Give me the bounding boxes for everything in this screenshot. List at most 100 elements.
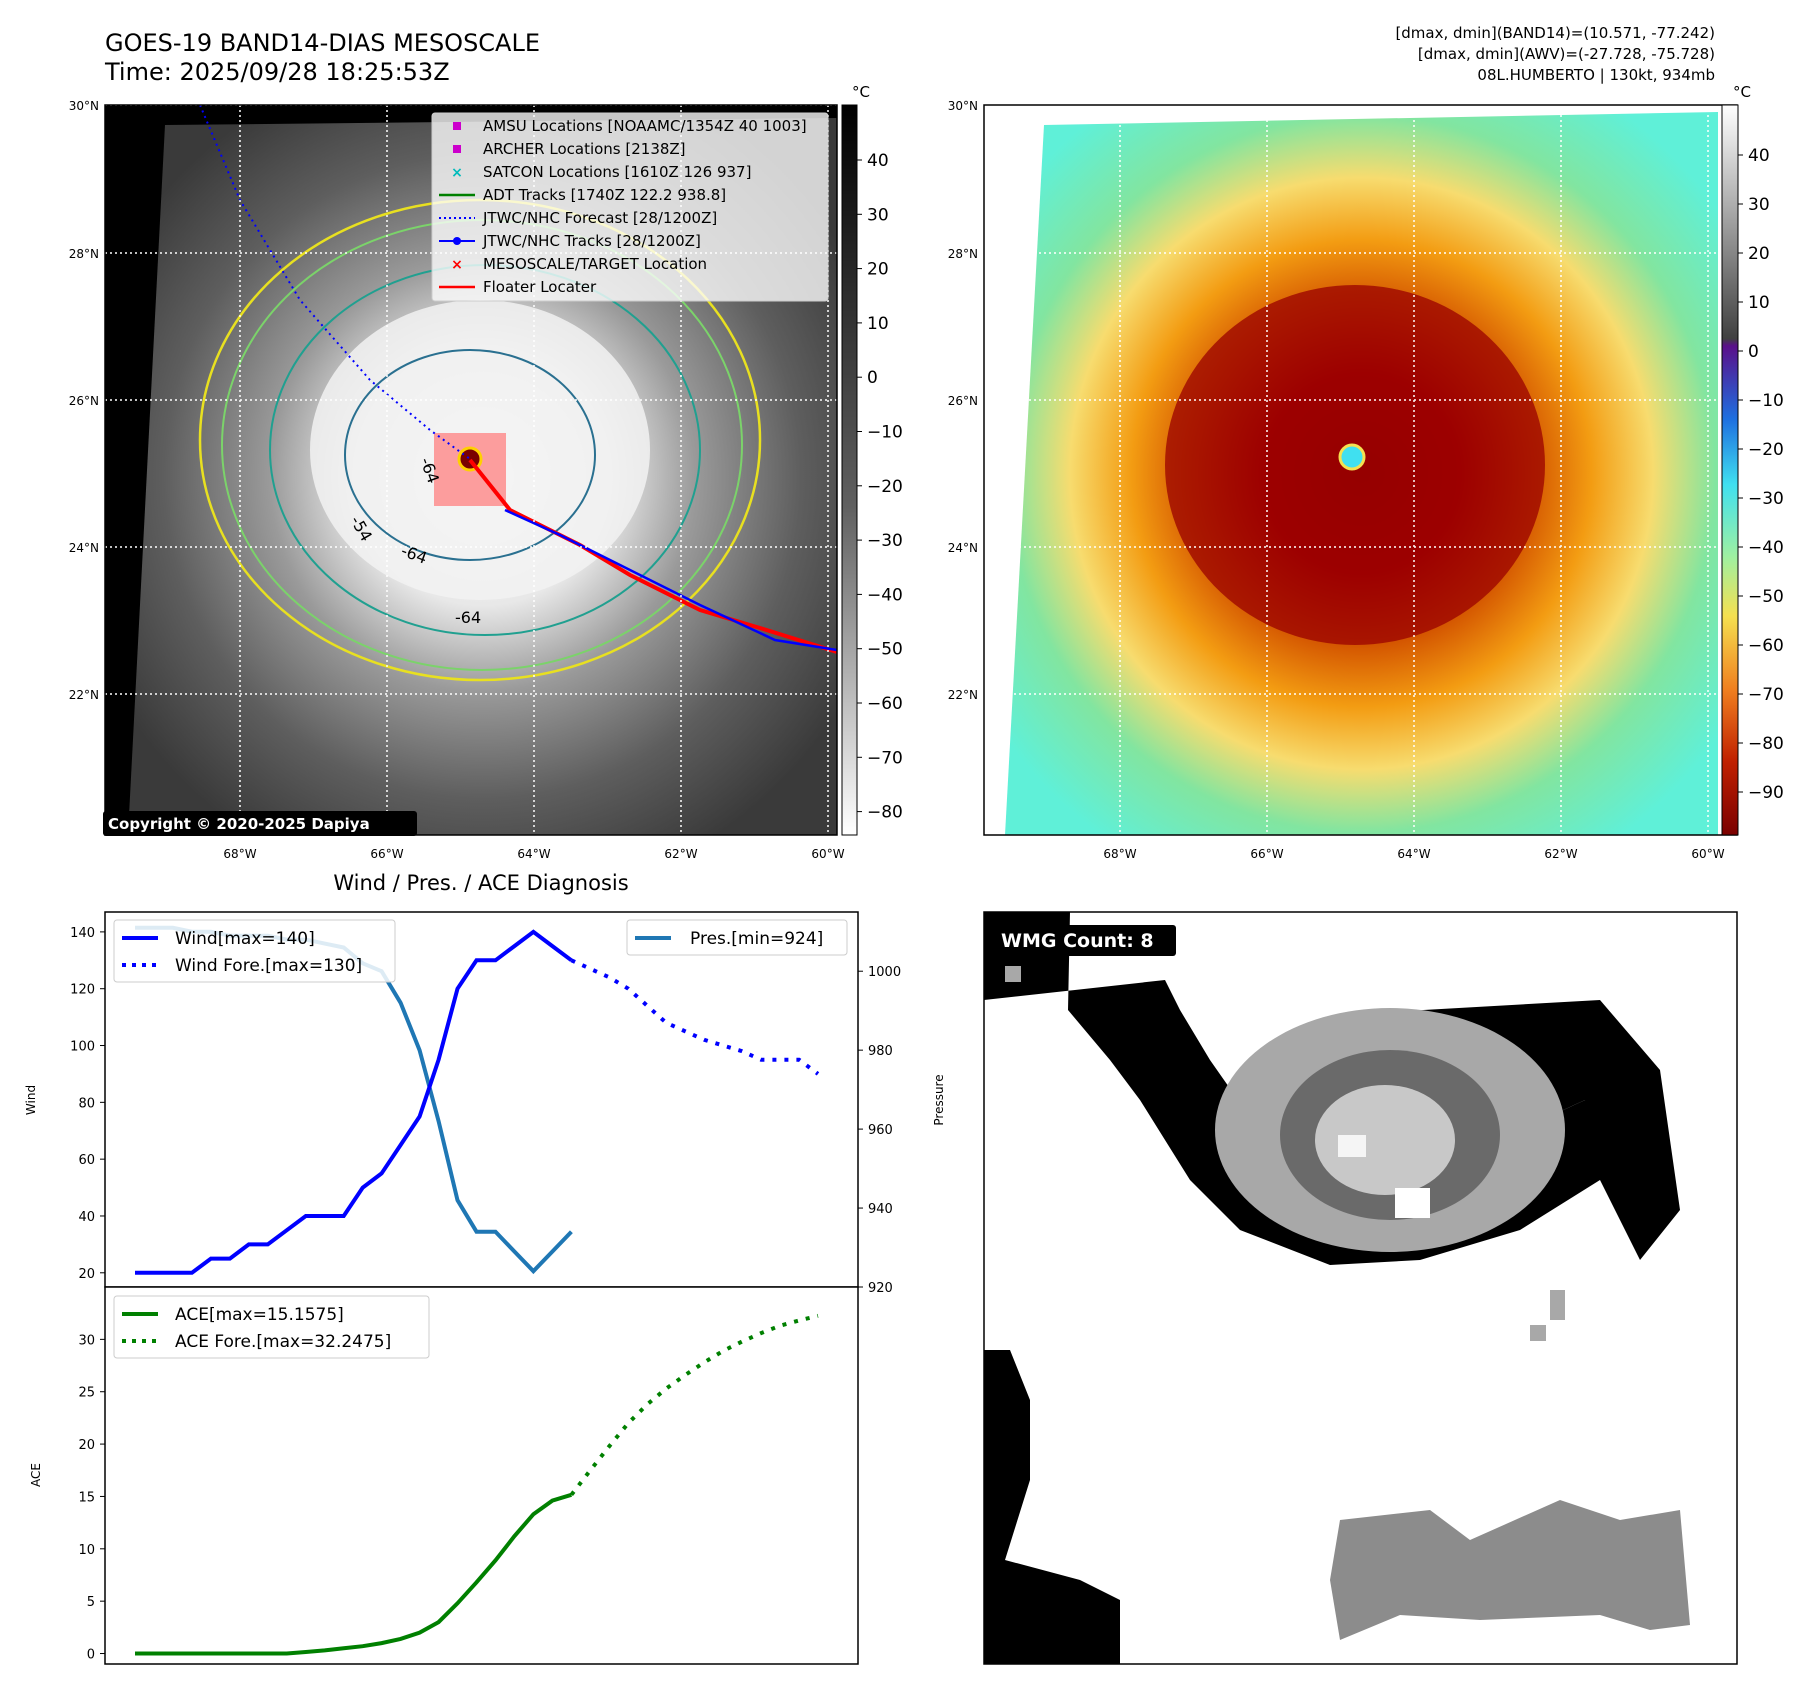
colorbar-tick-label: −50 — [867, 640, 903, 660]
wind-line — [135, 929, 573, 1275]
colorbar-tick-label: −90 — [1748, 783, 1784, 803]
awv-colorbar-unit: °C — [1733, 83, 1751, 101]
wmg-eye-cell — [1338, 1135, 1366, 1157]
legend-label: JTWC/NHC Tracks [28/1200Z] — [482, 232, 701, 250]
jtwc-forecast-track — [199, 105, 471, 460]
lon-tick-label: 66°W — [1250, 847, 1283, 861]
diagnosis-title: Wind / Pres. / ACE Diagnosis — [333, 871, 628, 895]
contour-inner — [344, 349, 596, 561]
colorbar-tick-label: −70 — [1748, 685, 1784, 705]
map-gridlines-right — [984, 105, 1737, 835]
wmg-eye-cell — [1395, 1188, 1430, 1218]
colorbar-tick-label: −60 — [1748, 636, 1784, 656]
awv-colorbar-ticks: 40 30 20 10 0 −10 −20 −30 −40 −50 −60 −70 −80 −90 — [1738, 146, 1784, 803]
ace-axis-tick-label: 30 — [78, 1333, 95, 1348]
wind-forecast-line — [570, 958, 820, 1076]
lat-tick-label: 24°N — [948, 541, 978, 555]
awv-eye — [1338, 443, 1366, 471]
legend-label: ARCHER Locations [2138Z] — [483, 140, 686, 158]
wind-axis-tick-label: 20 — [78, 1267, 95, 1282]
legend-marker — [453, 145, 461, 153]
lat-tick-label: 22°N — [69, 688, 99, 702]
legend-label: MESOSCALE/TARGET Location — [483, 255, 707, 273]
ace-axis-tick-label: 15 — [78, 1490, 95, 1505]
lat-tick-label: 26°N — [69, 394, 99, 408]
colorbar-tick-label: −70 — [867, 748, 903, 768]
legend-label: Floater Locater — [483, 278, 597, 296]
lat-tick-label: 30°N — [69, 99, 99, 113]
jtwc-track — [504, 508, 837, 652]
colorbar-tick-label: 0 — [1748, 342, 1759, 362]
legend-label: AMSU Locations [NOAAMC/1354Z 40 1003] — [483, 117, 807, 135]
floater-track — [468, 458, 837, 654]
lat-tick-label: 26°N — [948, 394, 978, 408]
colorbar-tick-label: −80 — [1748, 734, 1784, 754]
wmg-cell — [1550, 1290, 1565, 1320]
legend-label: ADT Tracks [1740Z 122.2 938.8] — [483, 186, 726, 204]
lat-tick-label: 24°N — [69, 541, 99, 555]
lat-tick-label: 28°N — [69, 247, 99, 261]
wind-axis-tick-label: 100 — [70, 1040, 95, 1055]
lon-tick-label: 68°W — [1103, 847, 1136, 861]
colorbar-tick-label: 40 — [1748, 146, 1770, 166]
legend-marker: × — [451, 165, 463, 181]
lat-tick-label: 28°N — [948, 247, 978, 261]
awv-map — [983, 104, 1738, 836]
ace-chart: 0 5 10 15 20 25 30 ACE ACE[max=15.1575] ACE Fore.… — [29, 1286, 859, 1665]
copyright-text: Copyright © 2020-2025 Dapiya — [108, 815, 370, 833]
contour-label: -64 — [455, 608, 481, 627]
wmg-count-label: WMG Count: 8 — [1001, 930, 1154, 952]
legend-marker-dot — [453, 237, 461, 245]
ace-legend-label: ACE[max=15.1575] — [175, 1305, 344, 1325]
colorbar-tick-label: 10 — [867, 314, 889, 334]
colorbar-tick-label: 20 — [1748, 244, 1770, 264]
colorbar-tick-label: 0 — [867, 368, 878, 388]
pressure-axis-tick-label: 980 — [868, 1044, 893, 1059]
wind-axis-tick-label: 140 — [70, 926, 95, 941]
ace-axis-tick-label: 5 — [87, 1595, 95, 1610]
colorbar-tick-label: −10 — [1748, 391, 1784, 411]
wind-legend-box — [113, 919, 396, 983]
pressure-axis-tick-label: 940 — [868, 1202, 893, 1217]
wmg-black-region — [984, 1350, 1120, 1664]
colorbar-tick-label: 40 — [867, 151, 889, 171]
wind-axis-tick-label: 120 — [70, 983, 95, 998]
colorbar-tick-label: −20 — [867, 477, 903, 497]
lon-tick-label: 60°W — [1691, 847, 1724, 861]
colorbar-tick-label: 30 — [867, 205, 889, 225]
colorbar-tick-label: −30 — [867, 531, 903, 551]
wind-axis-tick-label: 80 — [78, 1096, 95, 1111]
wmg-cell — [1005, 966, 1021, 982]
lon-tick-label: 66°W — [370, 847, 403, 861]
ace-legend-box — [113, 1295, 430, 1359]
wmg-cell — [1530, 1325, 1546, 1341]
figure-title: GOES-19 BAND14-DIAS MESOSCALE — [105, 29, 540, 57]
wmg-count-box — [986, 925, 1176, 956]
legend-marker — [453, 122, 461, 130]
pressure-legend-label: Pres.[min=924] — [690, 929, 823, 949]
info-line-3: 08L.HUMBERTO | 130kt, 934mb — [1477, 66, 1715, 84]
ace-line — [135, 1492, 572, 1656]
ace-axis-tick-label: 25 — [78, 1386, 95, 1401]
colorbar-tick-label: −40 — [1748, 538, 1784, 558]
ir-colorbar — [841, 104, 858, 836]
copyright-box — [103, 811, 417, 836]
ir-map-frame — [104, 104, 838, 836]
map-legend: AMSU Locations [NOAAMC/1354Z 40 1003] ARC… — [431, 112, 829, 302]
lat-tick-label: 22°N — [948, 688, 978, 702]
colorbar-tick-label: −20 — [1748, 440, 1784, 460]
wind-legend-label: Wind Fore.[max=130] — [175, 956, 362, 976]
ace-axis-tick-label: 10 — [78, 1543, 95, 1558]
pressure-legend-box — [626, 919, 848, 956]
legend-label: SATCON Locations [1610Z 126 937] — [483, 163, 751, 181]
wmg-core — [1315, 1085, 1455, 1195]
colorbar-tick-label: 30 — [1748, 195, 1770, 215]
wmg-gray-region — [1330, 1500, 1690, 1640]
info-line-2: [dmax, dmin](AWV)=(-27.728, -75.728) — [1418, 45, 1715, 63]
colorbar-tick-label: 20 — [867, 260, 889, 280]
ir-colorbar-unit: °C — [852, 83, 870, 101]
lon-tick-label: 68°W — [223, 847, 256, 861]
lon-tick-label: 60°W — [811, 847, 844, 861]
colorbar-tick-label: −60 — [867, 694, 903, 714]
